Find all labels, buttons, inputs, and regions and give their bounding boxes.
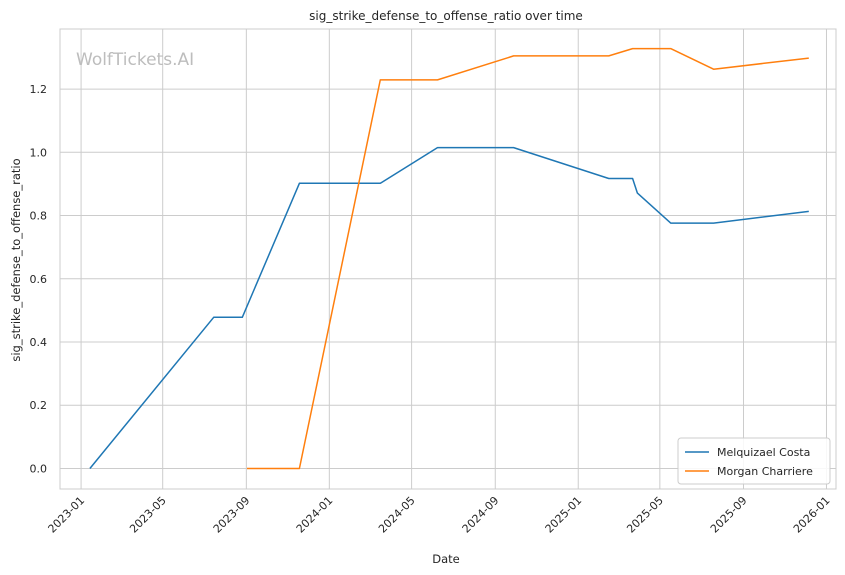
legend: Melquizael Costa Morgan Charriere	[677, 437, 831, 485]
series-line-morgan-charriere	[247, 47, 809, 470]
y-tick-label: 0.0	[30, 462, 48, 475]
chart-title: sig_strike_defense_to_offense_ratio over…	[309, 9, 583, 23]
y-tick-label: 0.8	[30, 210, 48, 223]
y-axis-label: sig_strike_defense_to_offense_ratio	[9, 158, 23, 361]
y-tick-label: 1.0	[30, 146, 48, 159]
x-axis-label: Date	[432, 552, 460, 566]
series-lines	[89, 47, 809, 470]
x-gridlines	[80, 29, 827, 489]
y-tick-label: 0.6	[30, 273, 48, 286]
y-tick-labels: 0.0 0.2 0.4 0.6 0.8 1.0 1.2	[30, 83, 48, 475]
y-tick-label: 0.4	[30, 336, 48, 349]
legend-box	[677, 437, 831, 485]
y-tick-label: 0.2	[30, 399, 48, 412]
plot-area-frame	[59, 28, 837, 490]
legend-label-morgan-charriere: Morgan Charriere	[717, 465, 813, 478]
y-tick-label: 1.2	[30, 83, 48, 96]
series-line-melquizael-costa	[89, 146, 809, 469]
legend-label-melquizael-costa: Melquizael Costa	[717, 446, 810, 459]
watermark-text: WolfTickets.AI	[76, 50, 194, 70]
